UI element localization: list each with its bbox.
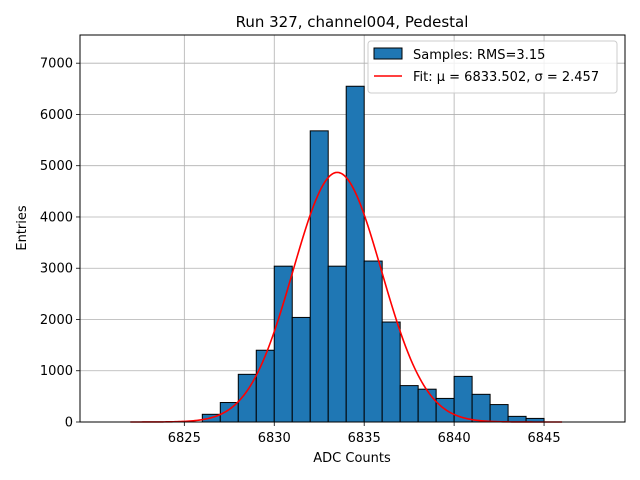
- histogram-bar: [345, 85, 365, 423]
- x-tick-label: 6845: [528, 431, 561, 446]
- y-tick-label: 7000: [40, 57, 73, 72]
- histogram-bar: [363, 260, 383, 423]
- plot-frame: [79, 34, 626, 423]
- legend-box: [367, 40, 618, 94]
- histogram-bar: [399, 385, 419, 423]
- histogram-bar: [327, 265, 347, 423]
- histogram-bar: [309, 130, 329, 423]
- histogram-bar: [471, 393, 491, 423]
- legend-swatch-samples: [373, 47, 403, 60]
- histogram-bar: [273, 265, 293, 423]
- chart-title: Run 327, channel004, Pedestal: [236, 13, 469, 31]
- histogram-bar: [489, 404, 509, 423]
- x-tick-label: 6835: [348, 431, 381, 446]
- y-axis-ticks: 0 1000 2000 3000 4000 5000 6000 7000: [40, 57, 80, 431]
- x-tick-label: 6825: [168, 431, 201, 446]
- histogram-bar: [381, 321, 401, 423]
- x-tick-label: 6830: [258, 431, 291, 446]
- histogram-bar: [291, 316, 311, 423]
- x-axis-title: ADC Counts: [313, 451, 391, 466]
- y-tick-label: 4000: [40, 210, 73, 225]
- legend-label-fit: Fit: μ = 6833.502, σ = 2.457: [413, 70, 599, 85]
- histogram-bars: [201, 85, 545, 423]
- y-tick-label: 3000: [40, 262, 73, 277]
- y-tick-label: 2000: [40, 313, 73, 328]
- y-tick-label: 5000: [40, 159, 73, 174]
- x-axis-ticks: 6825 6830 6835 6840 6845: [168, 422, 561, 446]
- x-tick-label: 6840: [438, 431, 471, 446]
- fit-line: [130, 171, 563, 423]
- y-tick-label: 1000: [40, 364, 73, 379]
- y-tick-label: 6000: [40, 108, 73, 123]
- y-tick-label: 0: [65, 416, 73, 431]
- fit-curve: [130, 171, 563, 423]
- histogram-bar: [417, 388, 437, 423]
- legend-label-samples: Samples: RMS=3.15: [413, 48, 545, 63]
- legend: Samples: RMS=3.15 Fit: μ = 6833.502, σ =…: [367, 40, 618, 94]
- y-axis-title: Entries: [15, 205, 30, 251]
- histogram-bar: [255, 349, 275, 423]
